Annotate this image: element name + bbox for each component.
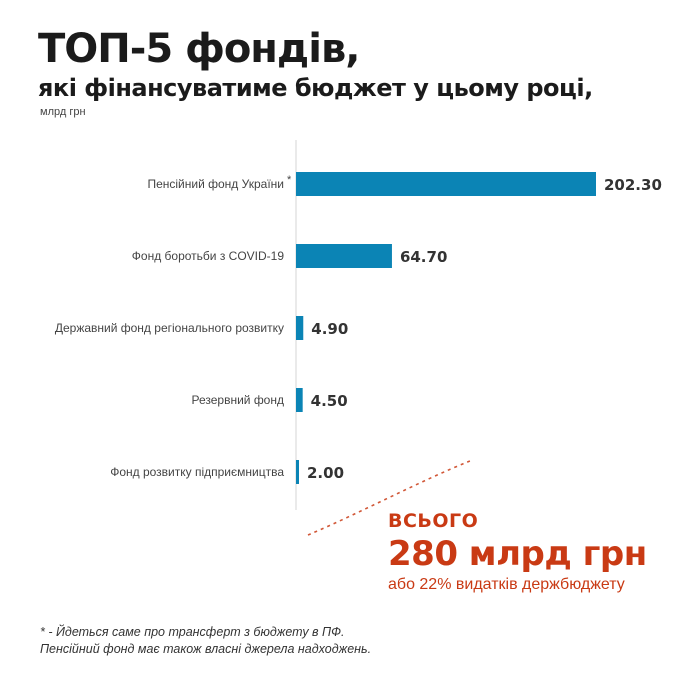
footnote: * - Йдеться саме про трансферт з бюджету… xyxy=(40,624,371,658)
chart-title: ТОП-5 фондів, xyxy=(38,26,360,72)
total-note: або 22% видатків держбюджету xyxy=(388,576,625,593)
value-label: 64.70 xyxy=(400,248,447,266)
footnote-marker: * xyxy=(287,174,292,186)
category-label: Фонд боротьби з COVID-19 xyxy=(132,249,285,263)
bar xyxy=(296,244,392,268)
bar xyxy=(296,388,303,412)
value-label: 4.90 xyxy=(311,320,348,338)
chart-subtitle: які фінансуватиме бюджет у цьому році, xyxy=(38,74,593,102)
footnote-line-1: * - Йдеться саме про трансферт з бюджету… xyxy=(40,625,345,639)
value-label: 2.00 xyxy=(307,464,344,482)
bar xyxy=(296,172,596,196)
value-label: 202.30 xyxy=(604,176,662,194)
bar-chart: Пенсійний фонд України * 202.30 Фонд бороть… xyxy=(55,140,662,510)
total-heading: ВСЬОГО xyxy=(388,510,479,532)
bar xyxy=(296,460,299,484)
total-block: ВСЬОГО 280 млрд грн або 22% видатків дер… xyxy=(388,510,647,594)
category-label: Державний фонд регіонального розвитку xyxy=(55,321,284,335)
total-value: 280 млрд грн xyxy=(388,534,647,574)
category-label: Пенсійний фонд України xyxy=(147,177,284,191)
footnote-line-2: Пенсійний фонд має також власні джерела … xyxy=(40,642,372,656)
value-label: 4.50 xyxy=(311,392,348,410)
bar xyxy=(296,316,304,340)
category-label: Резервний фонд xyxy=(191,393,284,407)
category-label: Фонд розвитку підприємництва xyxy=(110,465,284,479)
unit-label: млрд грн xyxy=(40,106,86,118)
